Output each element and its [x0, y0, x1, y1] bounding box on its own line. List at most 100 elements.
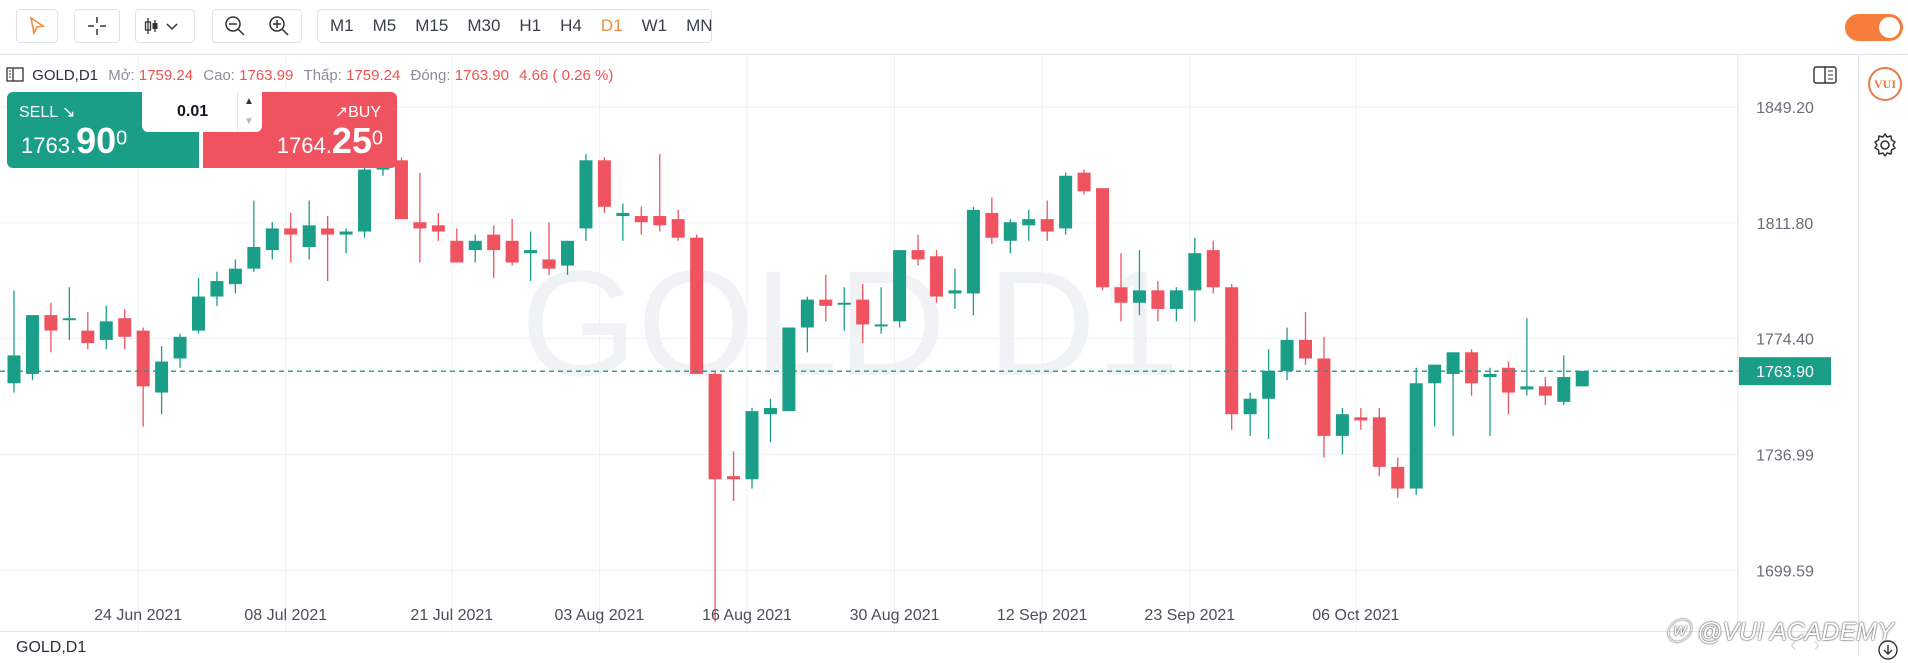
open-label: Mở:: [108, 67, 135, 84]
candle-body: [413, 222, 427, 229]
candle-body: [671, 219, 685, 238]
timeframe-m15[interactable]: M15: [415, 16, 449, 35]
crosshair-tool-button[interactable]: [74, 9, 120, 43]
candle-body: [394, 160, 408, 220]
panel-toggle-icon[interactable]: [6, 67, 24, 82]
watermark-text: @VUI ACADEMY: [1696, 618, 1894, 646]
candle-body: [1409, 383, 1423, 489]
candle-body: [1501, 367, 1515, 393]
low-label: Thấp:: [303, 67, 342, 84]
candle-body: [1059, 175, 1073, 229]
sell-price: 1763.900: [21, 120, 127, 162]
candle-body: [1428, 364, 1442, 384]
settings-gear-icon[interactable]: [1872, 132, 1898, 158]
candle-body: [468, 240, 482, 251]
quantity-value[interactable]: 0.01: [177, 103, 209, 120]
chart-type-dropdown[interactable]: [135, 9, 195, 43]
sell-price-sup: 0: [116, 127, 128, 150]
symbol-label: GOLD,D1: [32, 67, 99, 84]
date-tick-label: 03 Aug 2021: [554, 607, 644, 624]
candle-body: [1151, 290, 1165, 309]
buy-price-prefix: 1764.: [276, 133, 332, 158]
scroll-left-icon[interactable]: ‹: [1790, 634, 1797, 656]
timeframe-m30[interactable]: M30: [467, 16, 501, 35]
timeframe-w1[interactable]: W1: [641, 16, 668, 35]
candle-body: [25, 315, 39, 374]
date-tick-label: 16 Aug 2021: [702, 607, 792, 624]
close-label: Đóng:: [410, 67, 451, 84]
bottom-symbol-tab[interactable]: GOLD,D1: [16, 639, 87, 656]
candle-body: [173, 336, 187, 359]
candle-body: [1465, 352, 1479, 384]
panel-layout-icon[interactable]: [1813, 66, 1837, 84]
sell-label: SELL: [19, 104, 58, 121]
sell-price-prefix: 1763.: [21, 133, 77, 158]
date-tick-label: 08 Jul 2021: [244, 607, 327, 624]
price-tick-label: 1811.80: [1757, 216, 1814, 233]
timeframe-h1[interactable]: H1: [519, 16, 542, 35]
candle-body: [1114, 287, 1128, 303]
timeframe-m5[interactable]: M5: [372, 16, 397, 35]
candle-body: [1022, 219, 1036, 226]
candle-body: [1538, 386, 1552, 396]
increment-icon[interactable]: ▲: [244, 96, 254, 107]
candle-body: [542, 259, 556, 269]
arrow-up-right-icon: ↗: [334, 104, 349, 121]
decrement-icon[interactable]: ▼: [244, 116, 254, 127]
timeframe-d1[interactable]: D1: [600, 16, 623, 35]
current-price-badge: [1739, 357, 1831, 386]
social-watermark: ⓦ @VUI ACADEMY: [1665, 612, 1894, 648]
bottom-bar: [0, 631, 1858, 666]
ohlc-info-line: GOLD,D1 Mở: 1759.24 Cao: 1763.99 Thấp: 1…: [6, 67, 613, 84]
candle-body: [782, 327, 796, 412]
date-tick-label: 21 Jul 2021: [410, 607, 493, 624]
vui-logo: VUI: [1868, 67, 1902, 101]
timeframe-m1[interactable]: M1: [330, 16, 354, 35]
candle-body: [653, 216, 667, 226]
toggle-knob: [1879, 17, 1900, 38]
candle-body: [763, 408, 777, 415]
current-price-label: 1763.90: [1756, 364, 1814, 381]
price-tick-label: 1774.40: [1756, 332, 1814, 349]
candle-body: [1003, 222, 1017, 241]
zoom-out-icon[interactable]: [224, 15, 246, 37]
candle-body: [155, 361, 169, 393]
high-value: 1763.99: [239, 67, 294, 84]
quantity-stepper[interactable]: 0.01 ▲ ▼: [142, 92, 262, 132]
candle-body: [597, 160, 611, 207]
candle-body: [1243, 398, 1257, 415]
timeframe-h4[interactable]: H4: [560, 16, 582, 35]
scroll-right-icon[interactable]: ›: [1813, 634, 1821, 656]
candle-body: [1354, 417, 1368, 421]
price-chart[interactable]: GOLD D1 1763.90 1849.20 1811.80 1774.40 173…: [0, 55, 1858, 631]
cursor-tool-button[interactable]: [16, 9, 58, 43]
zoom-in-icon[interactable]: [268, 15, 290, 37]
candle-body: [1096, 188, 1110, 288]
chart-background-watermark: GOLD D1: [521, 239, 1180, 407]
download-icon[interactable]: [1877, 639, 1899, 661]
price-tick-label: 1736.99: [1756, 448, 1814, 465]
candle-body: [708, 373, 722, 480]
timeframe-mn[interactable]: MN: [686, 16, 713, 35]
candle-body: [911, 250, 925, 260]
buy-price-sup: 0: [371, 127, 383, 150]
candle-body: [1335, 414, 1349, 436]
date-axis: 24 Jun 2021 08 Jul 2021 21 Jul 2021 03 Aug …: [94, 607, 1399, 624]
theme-toggle[interactable]: [1845, 14, 1903, 41]
candle-body: [1206, 250, 1220, 288]
candle-body: [1077, 172, 1091, 192]
candle-body: [321, 228, 335, 235]
candle-body: [1372, 417, 1386, 467]
candle-body: [1040, 219, 1054, 232]
candle-body: [358, 169, 372, 232]
current-price-line: 1763.90: [0, 357, 1831, 386]
cursor-arrow-icon: [29, 16, 46, 36]
timeframe-selector: M1 M5 M15 M30 H1 H4 D1 W1 MN: [317, 9, 713, 43]
candle-body: [302, 225, 316, 247]
candlestick-chart-icon: [144, 18, 178, 34]
candle-body: [487, 234, 501, 251]
scroll-arrows: ‹ ›: [1790, 634, 1820, 657]
buy-label-row: ↗BUY: [335, 102, 381, 122]
price-tick-label: 1849.20: [1756, 100, 1814, 117]
candle-body: [930, 256, 943, 297]
